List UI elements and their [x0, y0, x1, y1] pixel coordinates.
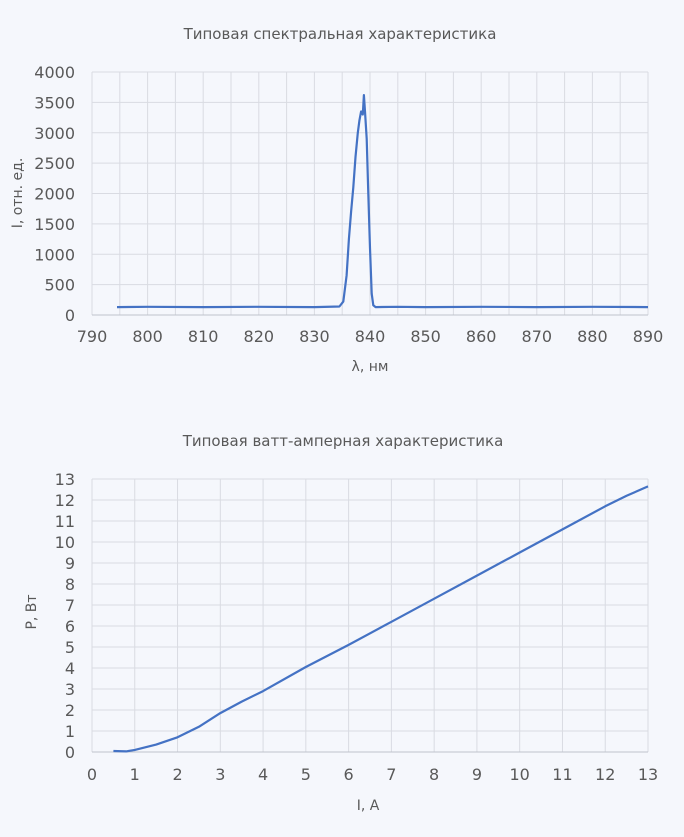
x-tick-label: 890: [633, 327, 664, 346]
x-tick-label: 870: [522, 327, 553, 346]
y-tick-label: 2: [65, 701, 75, 720]
x-tick-label: 13: [638, 765, 658, 784]
y-axis-label: P, Вт: [24, 594, 40, 629]
y-tick-label: 10: [55, 533, 75, 552]
y-tick-label: 0: [65, 306, 75, 325]
x-tick-label: 6: [344, 765, 354, 784]
y-tick-label: 4: [65, 659, 75, 678]
x-tick-label: 12: [595, 765, 615, 784]
x-axis-label: I, А: [357, 798, 380, 814]
y-tick-label: 7: [65, 596, 75, 615]
x-tick-label: 790: [77, 327, 108, 346]
x-tick-label: 2: [172, 765, 182, 784]
y-tick-label: 13: [55, 470, 75, 489]
x-tick-label: 840: [355, 327, 386, 346]
y-axis-label: I, отн. ед.: [10, 158, 26, 229]
x-tick-label: 850: [410, 327, 441, 346]
x-tick-label: 3: [215, 765, 225, 784]
chart-spectral: Типовая спектральная характеристика λ, н…: [10, 25, 663, 375]
x-tick-label: 860: [466, 327, 497, 346]
series-line: [116, 94, 649, 309]
y-tick-label: 1000: [34, 245, 75, 264]
x-tick-label: 800: [132, 327, 163, 346]
y-tick-label: 2000: [34, 185, 75, 204]
x-tick-label: 810: [188, 327, 219, 346]
y-tick-label: 12: [55, 491, 75, 510]
y-tick-label: 9: [65, 554, 75, 573]
chart-power-current: Типовая ватт-амперная характеристика I, …: [24, 432, 658, 814]
y-tick-label: 500: [44, 276, 75, 295]
y-tick-label: 6: [65, 617, 75, 636]
x-tick-label: 7: [386, 765, 396, 784]
chart-title: Типовая ватт-амперная характеристика: [182, 432, 504, 450]
x-tick-label: 830: [299, 327, 330, 346]
y-tick-label: 2500: [34, 154, 75, 173]
x-tick-label: 820: [244, 327, 275, 346]
x-tick-label: 10: [510, 765, 530, 784]
x-tick-label: 8: [429, 765, 439, 784]
plot-area: 0 500 1000 1500 2000 2500 3000 3500 4000 790 800 81…: [34, 63, 663, 346]
series-line: [113, 485, 649, 753]
x-tick-label: 9: [472, 765, 482, 784]
y-tick-label: 3: [65, 680, 75, 699]
x-tick-label: 880: [577, 327, 608, 346]
y-tick-label: 0: [65, 743, 75, 762]
y-tick-label: 3000: [34, 124, 75, 143]
y-tick-label: 11: [55, 512, 75, 531]
x-axis-label: λ, нм: [352, 359, 389, 375]
x-tick-label: 5: [301, 765, 311, 784]
y-tick-label: 5: [65, 638, 75, 657]
y-tick-label: 8: [65, 575, 75, 594]
x-tick-label: 11: [552, 765, 572, 784]
x-tick-label: 4: [258, 765, 268, 784]
y-tick-label: 4000: [34, 63, 75, 82]
y-tick-label: 3500: [34, 93, 75, 112]
x-tick-label: 0: [87, 765, 97, 784]
y-tick-label: 1500: [34, 215, 75, 234]
chart-title: Типовая спектральная характеристика: [183, 25, 497, 43]
y-tick-label: 1: [65, 722, 75, 741]
x-tick-label: 1: [130, 765, 140, 784]
